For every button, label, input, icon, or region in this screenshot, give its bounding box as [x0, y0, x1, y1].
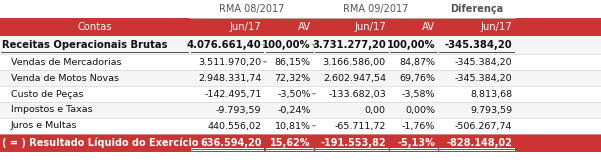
Text: 3.166.586,00: 3.166.586,00 [323, 58, 386, 67]
Text: 3.511.970,20: 3.511.970,20 [198, 58, 261, 67]
Text: -345.384,20: -345.384,20 [454, 74, 512, 82]
Text: 69,76%: 69,76% [399, 74, 435, 82]
Text: AV: AV [297, 22, 311, 32]
Polygon shape [311, 125, 317, 127]
Text: -506.267,74: -506.267,74 [455, 121, 512, 131]
Bar [0, 36, 601, 54]
Text: 15,62%: 15,62% [270, 138, 311, 148]
Text: 0,00: 0,00 [365, 105, 386, 114]
Text: -345.384,20: -345.384,20 [444, 40, 512, 50]
Text: -345.384,20: -345.384,20 [454, 58, 512, 67]
Text: -828.148,02: -828.148,02 [446, 138, 512, 148]
Polygon shape [262, 61, 267, 63]
Bar [0, 134, 601, 152]
Text: RMA 08/2017: RMA 08/2017 [219, 4, 284, 14]
Text: Custo de Peças: Custo de Peças [11, 89, 83, 98]
Text: -9.793,59: -9.793,59 [216, 105, 261, 114]
Text: Jun/17: Jun/17 [354, 22, 386, 32]
Text: 0,00%: 0,00% [405, 105, 435, 114]
Text: Jun/17: Jun/17 [230, 22, 261, 32]
Text: 4.076.661,40: 4.076.661,40 [187, 40, 261, 50]
Text: -0,24%: -0,24% [277, 105, 311, 114]
Bar [0, 70, 601, 86]
Text: Vendas de Mercadorias: Vendas de Mercadorias [11, 58, 121, 67]
Text: 100,00%: 100,00% [386, 40, 435, 50]
Text: -3,50%: -3,50% [277, 89, 311, 98]
Text: Impostos e Taxas: Impostos e Taxas [11, 105, 93, 114]
Bar [0, 18, 601, 36]
Polygon shape [262, 44, 267, 46]
Text: RMA 09/2017: RMA 09/2017 [343, 4, 409, 14]
Text: -3,58%: -3,58% [401, 89, 435, 98]
Text: 86,15%: 86,15% [275, 58, 311, 67]
Bar [0, 54, 601, 70]
Text: -5,13%: -5,13% [397, 138, 435, 148]
Text: Venda de Motos Novas: Venda de Motos Novas [11, 74, 119, 82]
Text: -191.553,82: -191.553,82 [320, 138, 386, 148]
Text: 100,00%: 100,00% [262, 40, 311, 50]
Text: 84,87%: 84,87% [399, 58, 435, 67]
Text: Diferença: Diferença [450, 4, 503, 14]
Text: AV: AV [422, 22, 435, 32]
Bar [0, 102, 601, 118]
Text: 9.793,59: 9.793,59 [470, 105, 512, 114]
Text: 440.556,02: 440.556,02 [207, 121, 261, 131]
Text: 3.731.277,20: 3.731.277,20 [312, 40, 386, 50]
Text: -142.495,71: -142.495,71 [204, 89, 261, 98]
Bar [0, 86, 601, 102]
Text: ( = ) Resultado Líquido do Exercício: ( = ) Resultado Líquido do Exercício [2, 138, 199, 148]
Polygon shape [311, 142, 317, 144]
Text: Receitas Operacionais Brutas: Receitas Operacionais Brutas [2, 40, 168, 50]
Polygon shape [311, 93, 317, 95]
Text: 72,32%: 72,32% [275, 74, 311, 82]
Text: 8.813,68: 8.813,68 [470, 89, 512, 98]
Text: Jun/17: Jun/17 [480, 22, 512, 32]
Text: 10,81%: 10,81% [275, 121, 311, 131]
Polygon shape [262, 142, 267, 144]
Text: 2.602.947,54: 2.602.947,54 [323, 74, 386, 82]
Text: -1,76%: -1,76% [401, 121, 435, 131]
Text: Juros e Multas: Juros e Multas [11, 121, 78, 131]
Bar [0, 118, 601, 134]
Text: -65.711,72: -65.711,72 [335, 121, 386, 131]
Text: 636.594,20: 636.594,20 [200, 138, 261, 148]
Polygon shape [311, 44, 317, 46]
Text: 2.948.331,74: 2.948.331,74 [198, 74, 261, 82]
Text: -133.682,03: -133.682,03 [328, 89, 386, 98]
Text: Contas: Contas [78, 22, 112, 32]
